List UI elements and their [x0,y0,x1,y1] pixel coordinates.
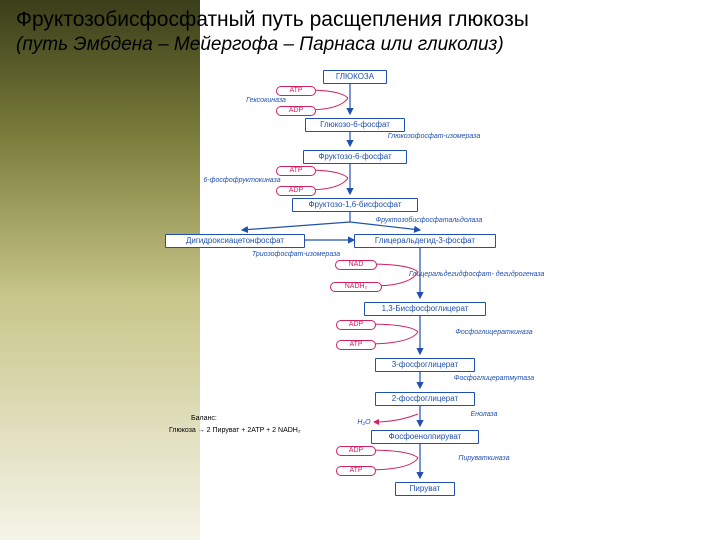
node-atp4: ATP [336,466,376,476]
node-aldolase: Фруктозобисфосфатальдолаза [355,216,503,226]
node-pyruvate: Пируват [395,482,455,496]
node-pep: Фосфоенолпируват [371,430,479,444]
node-g6p: Глюкозо-6-фосфат [305,118,405,132]
node-f6p: Фруктозо-6-фосфат [303,150,407,164]
page-subtitle: (путь Эмбдена – Мейергофа – Парнаса или … [16,34,704,56]
node-adp3: ADP [336,320,376,330]
node-adp2: ADP [276,186,316,196]
node-pgm: Фосфоглицератмутаза [435,374,553,384]
node-glucose: ГЛЮКОЗА [323,70,387,84]
page-title: Фруктозобисфосфатный путь расщепления гл… [16,8,704,32]
node-g3p: Глицеральдегид-3-фосфат [354,234,496,248]
glycolysis-diagram: ГЛЮКОЗАATPГексокиназаADPГлюкозо-6-фосфат… [150,70,650,530]
node-bpg: 1,3-Бисфосфоглицерат [364,302,486,316]
node-pgi: Глюкозофосфат-изомераза [370,132,498,142]
node-enolase: Енолаза [455,410,513,420]
node-tpi: Триозофосфат-изомераза [237,250,355,260]
node-atp1: ATP [276,86,316,96]
node-atp2: ATP [276,166,316,176]
node-h2o: H₂O [348,418,380,428]
node-balance: Глюкоза → 2 Пируват + 2ATP + 2 NADH₂ [165,426,343,436]
node-nad: NAD [335,260,377,270]
node-pgk: Фосфоглицераткиназа [435,328,553,338]
node-fbp: Фруктозо-1,6-бисфосфат [292,198,418,212]
node-nadh: NADH₂ [330,282,382,292]
node-adp4: ADP [336,446,376,456]
node-pg2: 2-фосфоглицерат [375,392,475,406]
node-hexokinase: Гексокиназа [232,96,300,106]
node-atp3: ATP [336,340,376,350]
node-gapdh: Глицеральдегидфосфат- дегидрогеназа [405,270,548,280]
node-pfk: 6-фосфофруктокиназа [188,176,296,186]
node-balance_t: Баланс: [187,414,245,424]
node-pg3: 3-фосфоглицерат [375,358,475,372]
node-pk: Пируваткиназа [440,454,528,464]
node-adp1: ADP [276,106,316,116]
node-dhap: Дигидроксиацетонфосфат [165,234,305,248]
